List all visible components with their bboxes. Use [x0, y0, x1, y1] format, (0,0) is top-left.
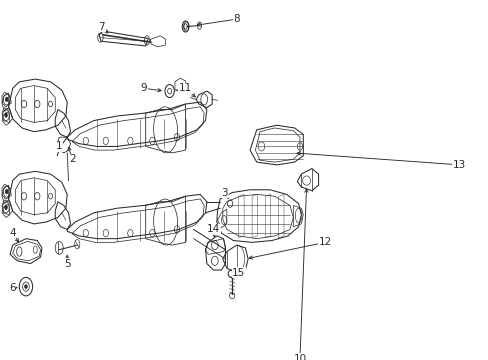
Ellipse shape: [5, 113, 7, 117]
Text: 13: 13: [452, 160, 465, 170]
Text: 7: 7: [98, 22, 105, 32]
Text: 6: 6: [9, 283, 16, 293]
Text: 1: 1: [56, 141, 62, 152]
Text: 14: 14: [206, 224, 220, 234]
Text: 5: 5: [64, 258, 70, 269]
Text: 3: 3: [221, 188, 228, 198]
Ellipse shape: [5, 97, 8, 102]
Text: 11: 11: [179, 83, 192, 93]
Text: 8: 8: [233, 14, 240, 24]
Text: 12: 12: [318, 237, 331, 247]
Text: 15: 15: [232, 268, 245, 278]
Ellipse shape: [5, 189, 8, 194]
Text: 2: 2: [69, 154, 76, 165]
Text: 4: 4: [9, 228, 16, 238]
Ellipse shape: [5, 205, 7, 210]
Text: 9: 9: [140, 83, 147, 93]
Ellipse shape: [24, 285, 27, 288]
Text: 10: 10: [293, 354, 306, 360]
